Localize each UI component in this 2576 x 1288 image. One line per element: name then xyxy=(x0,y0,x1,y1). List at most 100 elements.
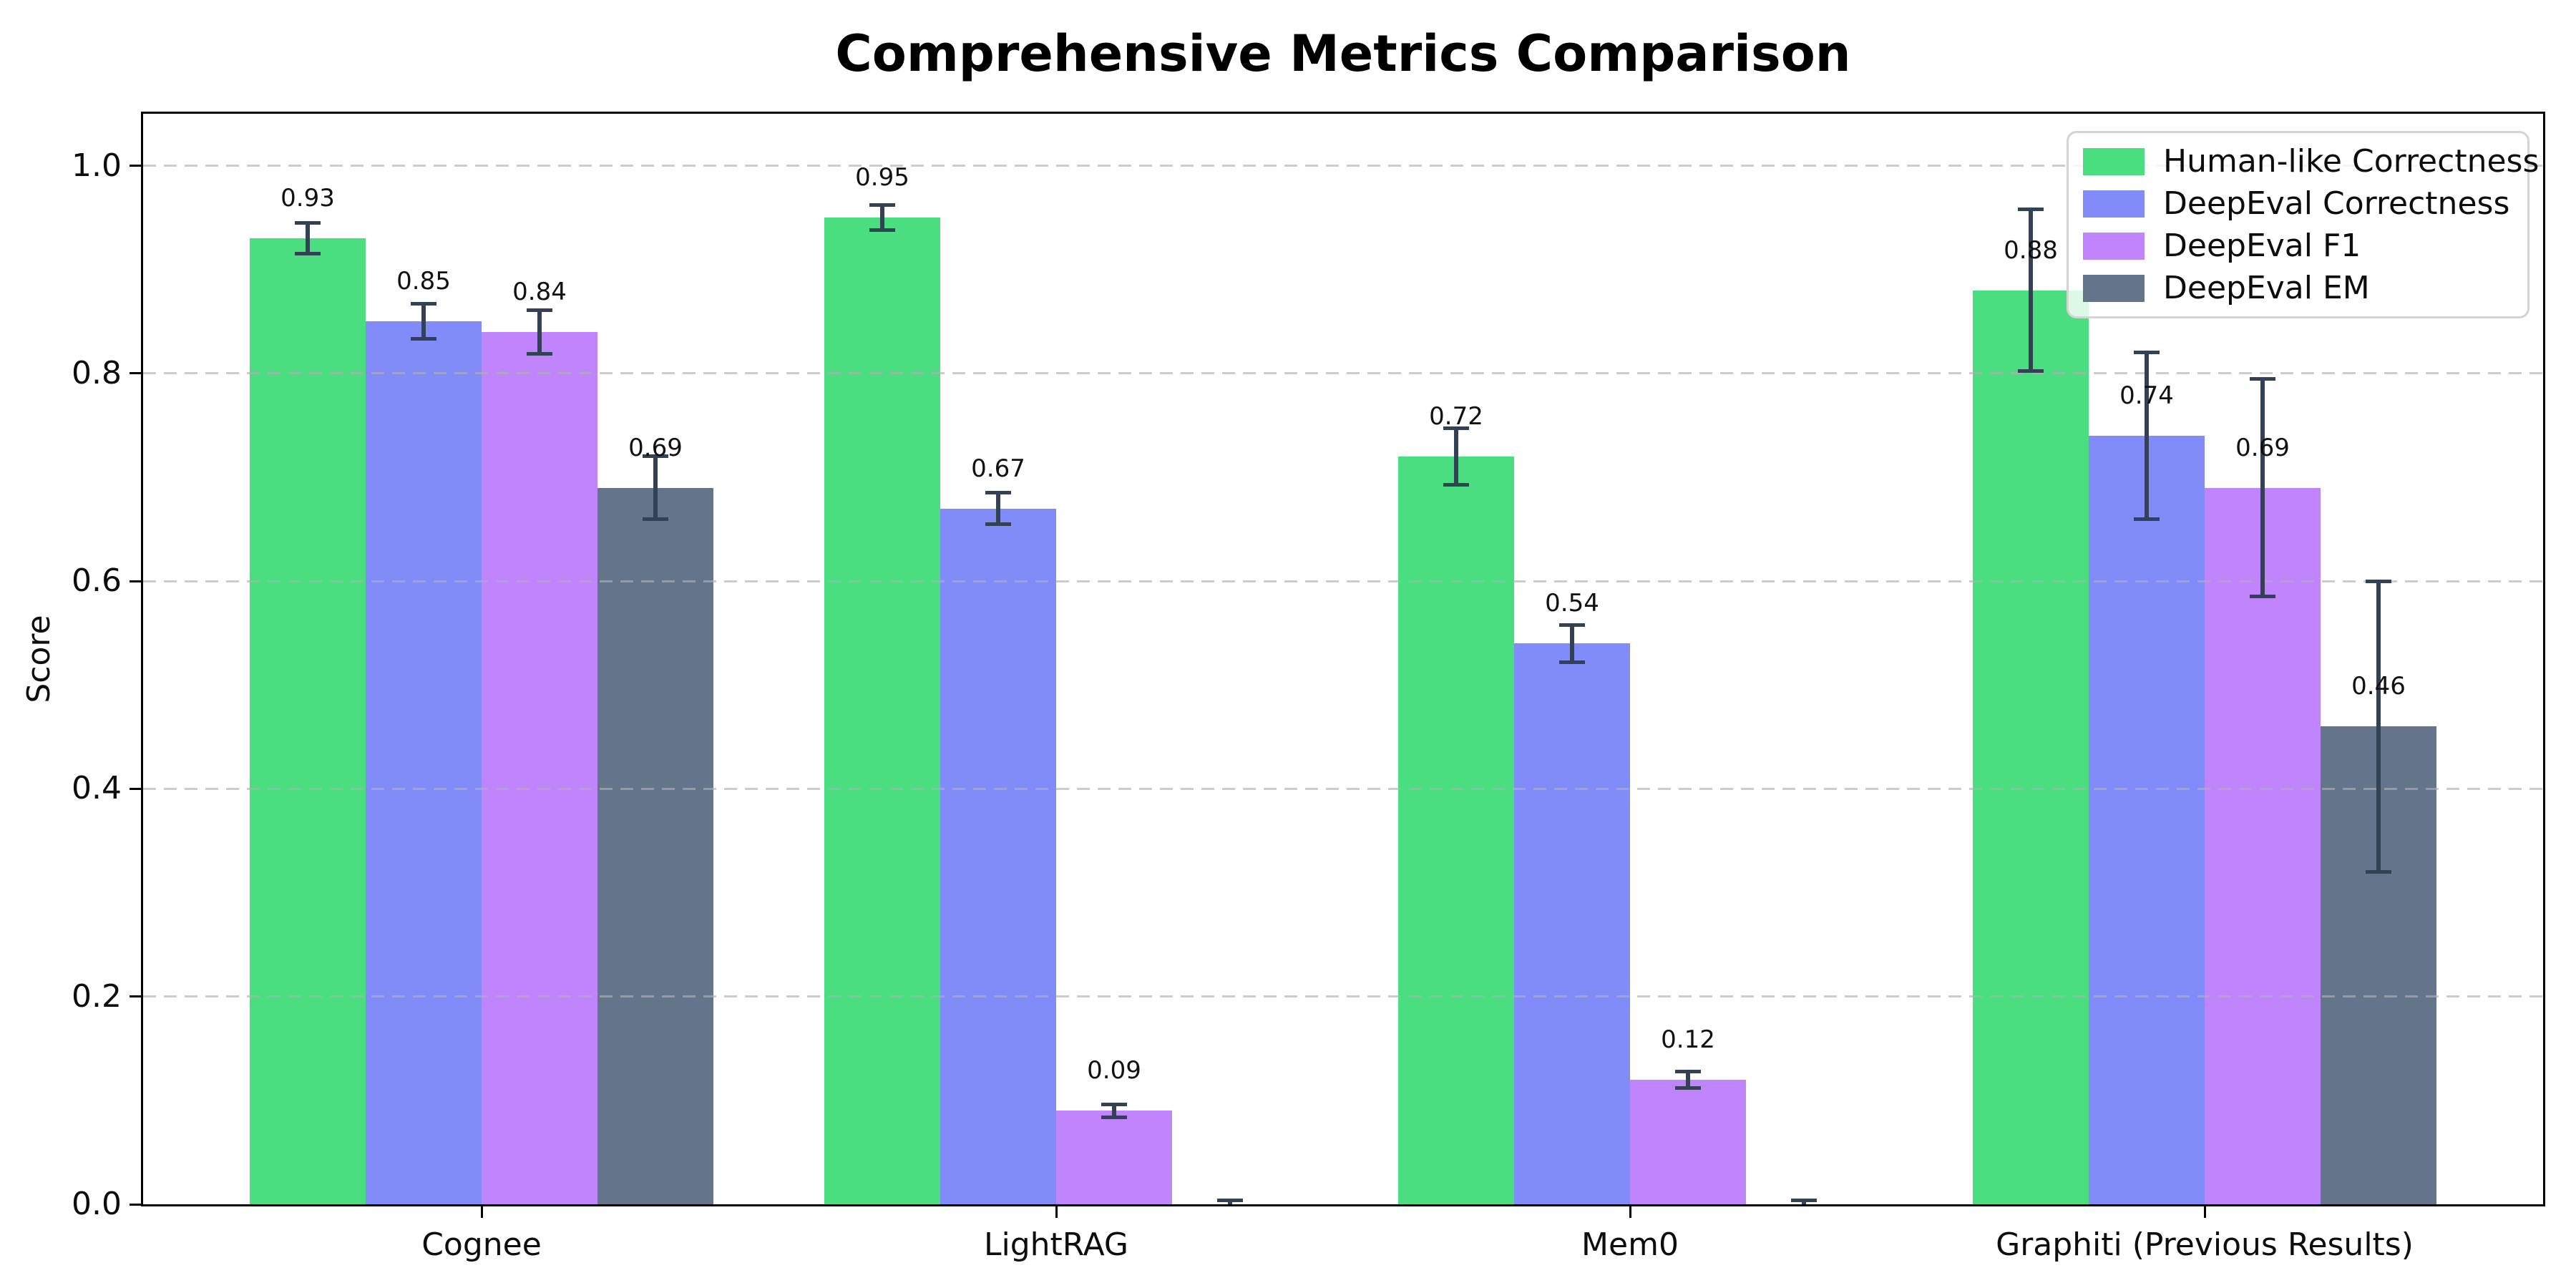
error-bar-cap-bottom xyxy=(2134,517,2160,521)
error-bar-stem xyxy=(421,303,426,339)
error-bar-cap-bottom xyxy=(527,351,552,356)
y-tick-label: 0.0 xyxy=(72,1186,122,1222)
error-bar-cap-top xyxy=(643,454,668,459)
error-bar-cap-bottom xyxy=(295,252,321,256)
bar-value-label: 0.88 xyxy=(2004,235,2058,265)
y-tick-mark xyxy=(130,372,141,375)
bar-3-1 xyxy=(482,331,597,1204)
error-bar-cap-top xyxy=(411,302,436,306)
error-bar-cap-bottom xyxy=(2018,369,2044,374)
error-bar-stem xyxy=(2029,209,2033,371)
bar-value-label: 0.95 xyxy=(855,163,909,192)
bar-value-label: 0.72 xyxy=(1429,401,1483,431)
bar-1-3 xyxy=(1398,456,1514,1204)
legend-item-3: DeepEval F1 xyxy=(2083,226,2513,266)
legend-item-1: Human-like Correctness xyxy=(2083,142,2539,182)
error-bar-cap-bottom xyxy=(1101,1115,1127,1119)
bar-value-label: 0.84 xyxy=(512,277,567,306)
gridline-0.8 xyxy=(143,372,2543,375)
error-bar-cap-top xyxy=(1791,1198,1817,1202)
y-tick-label: 1.0 xyxy=(72,147,122,184)
error-bar-cap-top xyxy=(527,308,552,312)
chart-title: Comprehensive Metrics Comparison xyxy=(835,24,1851,83)
x-tick-mark xyxy=(2203,1206,2206,1218)
y-tick-mark xyxy=(130,995,141,998)
error-bar-cap-top xyxy=(1559,623,1585,627)
error-bar-cap-bottom xyxy=(2250,595,2275,599)
x-tick-mark xyxy=(480,1206,483,1218)
bar-value-label: 0.85 xyxy=(396,267,451,296)
gridline-0.4 xyxy=(143,787,2543,790)
error-bar-stem xyxy=(880,205,884,230)
bar-2-4 xyxy=(2089,435,2205,1204)
error-bar-cap-top xyxy=(1443,426,1469,431)
y-tick-label: 0.8 xyxy=(72,354,122,391)
y-tick-mark xyxy=(130,787,141,790)
bar-value-label: 0.74 xyxy=(2119,381,2174,410)
error-bar-cap-top xyxy=(985,491,1011,495)
bar-value-label: 0.46 xyxy=(2351,672,2406,701)
bar-value-label: 0.69 xyxy=(628,433,683,462)
x-tick-label-4: Graphiti (Previous Results) xyxy=(1996,1226,2414,1263)
error-bar-stem xyxy=(996,492,1000,525)
error-bar-cap-bottom xyxy=(1559,660,1585,664)
error-bar-cap-bottom xyxy=(643,517,668,521)
error-bar-cap-bottom xyxy=(1675,1085,1701,1090)
error-bar-cap-top xyxy=(1217,1198,1243,1202)
bar-1-2 xyxy=(824,218,940,1204)
gridline-0.6 xyxy=(143,580,2543,582)
bar-4-1 xyxy=(597,487,713,1204)
error-bar-cap-top xyxy=(295,220,321,225)
error-bar-stem xyxy=(1570,625,1574,663)
error-bar-stem xyxy=(537,310,542,354)
error-bar-stem xyxy=(1686,1071,1690,1088)
error-bar-cap-top xyxy=(2366,579,2391,583)
x-tick-label-2: LightRAG xyxy=(983,1226,1129,1263)
legend-item-4: DeepEval EM xyxy=(2083,268,2513,308)
x-tick-mark xyxy=(1055,1206,1058,1218)
error-bar-cap-top xyxy=(2018,208,2044,212)
error-bar-cap-bottom xyxy=(869,228,895,233)
error-bar-stem xyxy=(306,223,310,254)
error-bar-cap-top xyxy=(2134,351,2160,355)
error-bar-cap-top xyxy=(1675,1069,1701,1073)
error-bar-stem xyxy=(1228,1200,1232,1204)
bar-value-label: 0.69 xyxy=(2235,433,2290,462)
bar-2-1 xyxy=(366,321,482,1204)
error-bar-stem xyxy=(1454,428,1458,485)
error-bar-cap-bottom xyxy=(2366,870,2391,874)
error-bar-stem xyxy=(2145,352,2149,519)
error-bar-cap-bottom xyxy=(411,337,436,341)
y-tick-label: 0.6 xyxy=(72,562,122,600)
bar-value-label: 0.67 xyxy=(971,454,1025,483)
bar-2-2 xyxy=(940,508,1056,1204)
error-bar-cap-top xyxy=(869,203,895,208)
legend-label: DeepEval EM xyxy=(2163,270,2370,306)
error-bar-stem xyxy=(1802,1200,1806,1204)
legend: Human-like Correctness DeepEval Correctne… xyxy=(2067,131,2539,318)
legend-label: Human-like Correctness xyxy=(2163,143,2540,180)
bar-3-4 xyxy=(2205,487,2321,1204)
bar-value-label: 0.54 xyxy=(1545,589,1599,618)
error-bar-stem xyxy=(653,456,658,519)
error-bar-cap-top xyxy=(1101,1103,1127,1107)
legend-item-2: DeepEval Correctness xyxy=(2083,184,2513,224)
y-tick-mark xyxy=(130,580,141,582)
bar-3-3 xyxy=(1630,1079,1746,1204)
x-tick-label-1: Cognee xyxy=(421,1226,542,1263)
gridline-1.0 xyxy=(143,165,2543,167)
bar-3-2 xyxy=(1056,1111,1172,1204)
legend-swatch xyxy=(2083,147,2145,175)
y-tick-label: 0.4 xyxy=(72,770,122,807)
legend-label: DeepEval F1 xyxy=(2163,228,2361,264)
error-bar-cap-bottom xyxy=(985,522,1011,526)
legend-swatch xyxy=(2083,190,2145,218)
error-bar-cap-bottom xyxy=(1443,482,1469,487)
y-tick-label: 0.2 xyxy=(72,977,122,1015)
y-tick-mark xyxy=(130,165,141,167)
bar-1-1 xyxy=(250,238,366,1204)
error-bar-stem xyxy=(2376,581,2381,872)
legend-swatch xyxy=(2083,274,2145,302)
gridline-0.2 xyxy=(143,995,2543,998)
